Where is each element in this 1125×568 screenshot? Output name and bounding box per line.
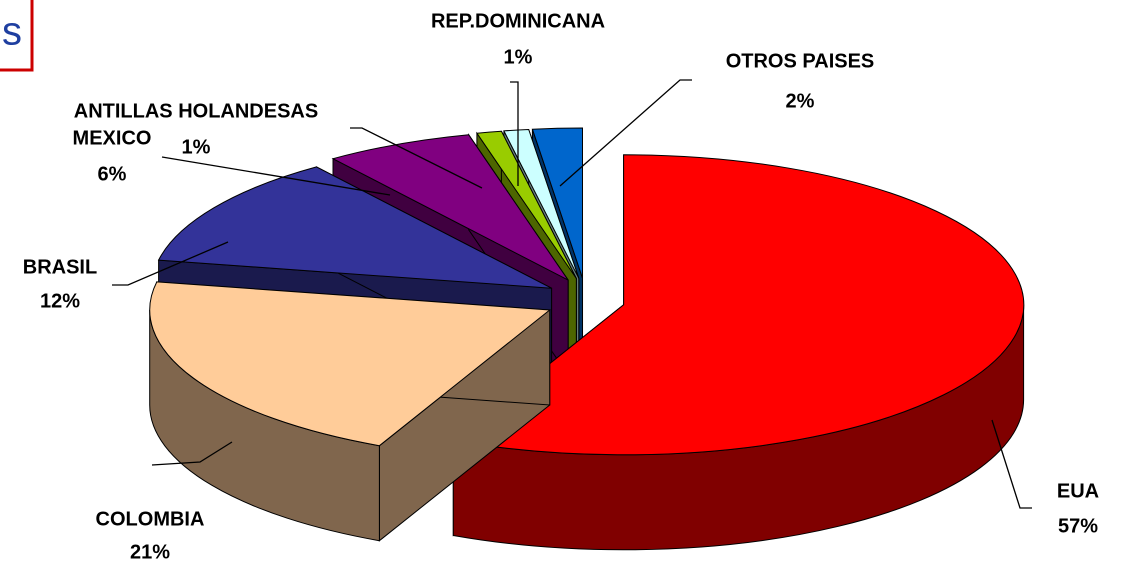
leader-line [559, 79, 692, 187]
slice-label: ANTILLAS HOLANDESAS [74, 100, 318, 122]
chart-title: s [2, 10, 22, 54]
pie [149, 127, 1025, 551]
leader-line [991, 419, 1032, 509]
slice-label: BRASIL [23, 256, 97, 278]
slice [149, 281, 552, 447]
slice-label: OTROS PAISES [726, 50, 875, 72]
title-box [0, 0, 34, 72]
labels: EUA 57% COLOMBIA 21% BRASIL 12% MEXICO 6% ANTILL… [23, 10, 1099, 563]
slice [531, 127, 584, 279]
leader-line [350, 127, 483, 189]
value-label: 2% [786, 90, 815, 112]
slice-label: EUA [1057, 480, 1099, 502]
value-label: 1% [182, 136, 211, 158]
slice [476, 130, 577, 279]
slice [157, 166, 552, 289]
value-label: 6% [98, 163, 127, 185]
leader-line [112, 241, 229, 286]
value-label: 57% [1058, 515, 1098, 537]
slice [452, 154, 1025, 456]
value-label: 12% [40, 290, 80, 312]
slice [331, 134, 569, 281]
leader-line [510, 81, 519, 186]
slice-label: REP.DOMINICANA [431, 10, 605, 32]
slice [503, 128, 580, 279]
slice-label: COLOMBIA [96, 508, 205, 530]
leader-line [151, 441, 233, 466]
slice-label: MEXICO [73, 127, 152, 149]
value-label: 1% [504, 46, 533, 68]
value-label: 21% [130, 541, 170, 563]
leader-line [161, 156, 391, 196]
